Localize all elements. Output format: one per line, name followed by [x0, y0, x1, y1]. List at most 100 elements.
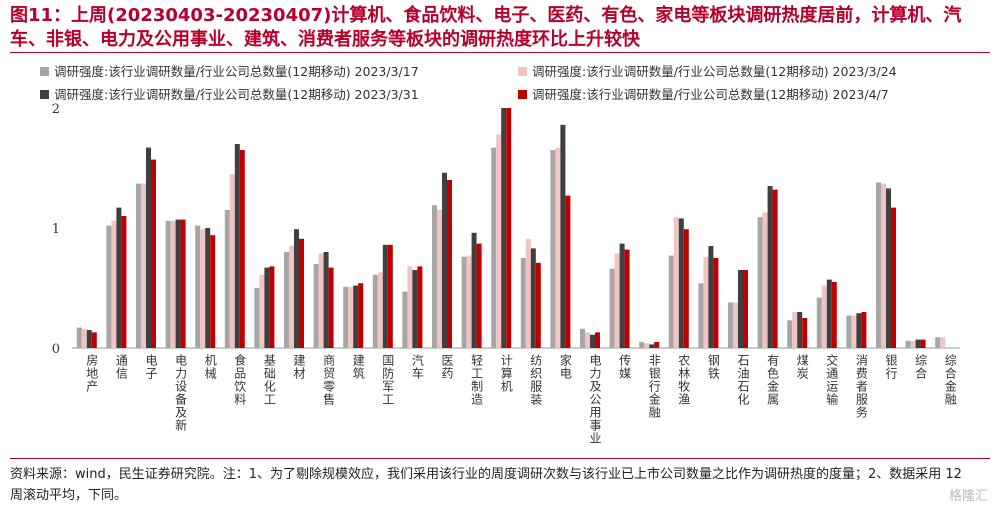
bar — [644, 343, 650, 348]
bar — [343, 286, 349, 348]
bar-chart: 调研强度:该行业调研数量/行业公司总数量(12期移动) 2023/3/17 调研强… — [40, 64, 960, 445]
x-tick-label: 电子 — [144, 354, 158, 380]
bar — [703, 256, 709, 348]
legend-swatch — [40, 67, 49, 76]
bar — [678, 218, 684, 348]
bar — [886, 188, 891, 348]
bar — [200, 229, 206, 348]
bar — [180, 219, 186, 348]
bar — [141, 183, 146, 348]
x-tick-label: 建筑 — [351, 354, 365, 380]
bar — [432, 205, 437, 348]
bar — [471, 232, 477, 348]
bar — [496, 134, 502, 348]
x-tick-label: 房地产 — [85, 353, 99, 393]
y-tick-label: 0 — [52, 342, 60, 357]
bar — [881, 183, 886, 348]
bar — [313, 264, 319, 348]
x-tick-label: 传媒 — [618, 353, 632, 380]
bar — [590, 334, 595, 348]
bar — [816, 297, 822, 348]
bar — [856, 313, 862, 348]
bar — [609, 268, 615, 348]
x-tick-label: 纺织服装 — [529, 354, 543, 406]
bar — [673, 217, 679, 348]
legend-swatch — [40, 90, 49, 99]
bar — [525, 238, 531, 348]
x-tick-label: 计算机 — [499, 354, 513, 393]
bar — [466, 255, 472, 348]
bar — [772, 189, 778, 348]
bar — [698, 283, 704, 348]
chart-axes: 0 1 2 — [52, 102, 960, 357]
x-tick-label: 商贸零售 — [322, 353, 336, 406]
x-tick-label: 轻工制造 — [470, 354, 484, 406]
legend-label: 调研强度:该行业调研数量/行业公司总数量(12期移动) 2023/3/24 — [532, 64, 897, 79]
bar — [826, 279, 832, 348]
bar — [259, 274, 265, 348]
bar — [402, 291, 408, 348]
chart-bars — [76, 108, 946, 348]
bar — [639, 342, 645, 348]
bar — [328, 267, 334, 348]
bar — [595, 332, 600, 348]
bar — [555, 147, 561, 348]
bar — [412, 270, 418, 348]
bar — [318, 253, 324, 348]
bar — [165, 220, 171, 348]
bar — [891, 207, 896, 348]
bar — [619, 243, 625, 348]
bar — [323, 252, 329, 348]
bar — [294, 229, 299, 348]
bar — [802, 318, 808, 348]
bar — [797, 312, 803, 348]
x-tick-label: 银行 — [884, 354, 898, 380]
bar — [229, 174, 235, 348]
bar — [915, 339, 921, 348]
bar — [876, 182, 881, 348]
bar — [910, 340, 916, 348]
x-tick-label: 石油石化 — [736, 354, 750, 406]
x-axis-labels: 房地产 通信 电子 电力设备及新 机械 食品饮料 基础化工 建材 商贸零售 建筑 国防军工 汽车 医药轻… — [85, 353, 957, 445]
bar — [787, 320, 793, 348]
x-tick-label: 机械 — [203, 354, 217, 380]
bar — [264, 267, 270, 348]
x-tick-label: 消费者服务 — [854, 354, 868, 419]
x-tick-label: 电力及公用事业 — [588, 354, 602, 445]
bar — [170, 220, 176, 348]
bar — [935, 337, 941, 348]
bar — [560, 124, 566, 348]
bar — [767, 186, 773, 348]
bar — [111, 220, 117, 348]
bar — [905, 340, 911, 348]
bar — [668, 255, 674, 348]
bar — [254, 288, 260, 348]
bar — [136, 183, 141, 348]
bar — [146, 147, 151, 348]
bar — [299, 238, 304, 348]
bar — [372, 274, 378, 348]
y-tick-label: 2 — [52, 102, 60, 117]
footer-divider — [10, 458, 990, 459]
legend-label: 调研强度:该行业调研数量/行业公司总数量(12期移动) 2023/3/17 — [54, 64, 419, 79]
x-tick-label: 食品饮料 — [233, 353, 247, 406]
bar — [86, 330, 92, 348]
bar — [585, 332, 590, 348]
legend-swatch — [518, 90, 527, 99]
bar — [407, 266, 413, 348]
bar — [708, 246, 714, 348]
x-tick-label: 交通运输 — [825, 353, 839, 406]
bar — [861, 312, 867, 348]
legend-label: 调研强度:该行业调研数量/行业公司总数量(12期移动) 2023/3/31 — [54, 87, 419, 102]
legend-swatch — [518, 67, 527, 76]
bar — [728, 302, 733, 348]
bar — [106, 225, 112, 348]
x-tick-label: 钢铁 — [706, 354, 720, 380]
bar — [743, 270, 748, 348]
bar — [520, 258, 526, 348]
x-tick-label: 基础化工 — [262, 354, 276, 406]
bar — [683, 229, 689, 348]
bar — [501, 108, 507, 348]
bar — [239, 150, 245, 348]
x-tick-label: 汽车 — [410, 353, 424, 380]
